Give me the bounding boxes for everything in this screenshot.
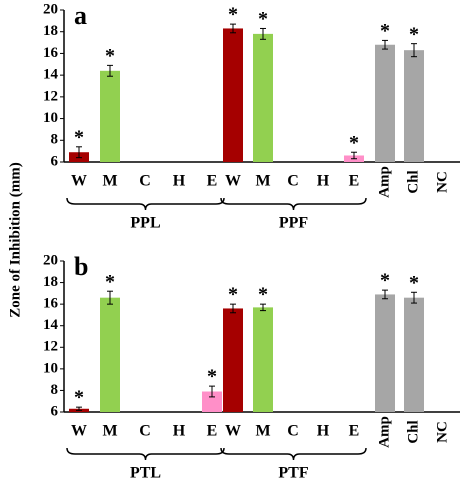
panel-label: a	[74, 1, 87, 30]
y-tick-label: 12	[43, 339, 58, 355]
x-tick-label: NC	[434, 421, 450, 443]
bar	[253, 33, 273, 163]
y-tick-label: 8	[51, 382, 59, 398]
y-tick-label: 14	[43, 317, 59, 333]
x-tick-label: H	[317, 423, 330, 440]
x-tick-label: C	[139, 423, 151, 440]
y-tick-label: 16	[43, 296, 59, 312]
x-tick-label: W	[225, 423, 241, 440]
group-brace	[66, 447, 225, 461]
y-tick-label: 10	[43, 110, 58, 126]
x-tick-label: M	[255, 423, 270, 440]
group-label: PPL	[130, 215, 160, 232]
x-tick-label: E	[349, 173, 360, 190]
panel-label: b	[74, 252, 88, 281]
x-tick-label: H	[173, 173, 186, 190]
significance-marker: *	[228, 284, 238, 306]
x-tick-label: Amp	[376, 416, 392, 448]
x-tick-label: W	[225, 173, 241, 190]
x-tick-label: C	[287, 173, 299, 190]
x-tick-label: W	[71, 423, 87, 440]
bar	[223, 28, 243, 163]
x-tick-label: Amp	[376, 166, 392, 198]
x-tick-label: M	[102, 423, 117, 440]
x-tick-label: E	[207, 173, 218, 190]
significance-marker: *	[258, 284, 268, 306]
y-tick-label: 20	[43, 252, 58, 268]
group-brace	[66, 197, 225, 211]
y-tick-label: 14	[43, 67, 59, 83]
significance-marker: *	[74, 387, 84, 409]
bar	[375, 44, 395, 162]
significance-marker: *	[380, 270, 390, 292]
y-tick-label: 16	[43, 45, 59, 61]
x-tick-label: E	[207, 423, 218, 440]
bar	[223, 308, 243, 412]
y-tick-label: 20	[43, 1, 58, 17]
significance-marker: *	[258, 8, 268, 30]
significance-marker: *	[409, 272, 419, 294]
bar	[100, 70, 120, 162]
significance-marker: *	[207, 366, 217, 388]
y-tick-label: 6	[51, 153, 59, 169]
bar	[375, 294, 395, 412]
group-label: PTL	[130, 465, 161, 480]
bar	[202, 391, 222, 412]
significance-marker: *	[380, 20, 390, 42]
x-tick-label: Chl	[405, 420, 421, 443]
y-tick-label: 18	[43, 23, 58, 39]
y-tick-label: 8	[51, 132, 59, 148]
x-tick-label: Chl	[405, 170, 421, 193]
significance-marker: *	[409, 23, 419, 45]
bar	[404, 297, 424, 412]
group-brace	[220, 447, 367, 461]
significance-marker: *	[349, 132, 359, 154]
x-tick-label: NC	[434, 171, 450, 193]
significance-marker: *	[105, 45, 115, 67]
y-tick-label: 6	[51, 403, 59, 419]
significance-marker: *	[74, 126, 84, 148]
group-label: PTF	[278, 465, 308, 480]
y-tick-label: 10	[43, 360, 58, 376]
bar	[404, 50, 424, 162]
x-tick-label: H	[317, 173, 330, 190]
bar	[100, 297, 120, 412]
x-tick-label: M	[255, 173, 270, 190]
x-tick-label: C	[287, 423, 299, 440]
x-tick-label: M	[102, 173, 117, 190]
y-tick-label: 12	[43, 88, 58, 104]
x-tick-label: W	[71, 173, 87, 190]
x-tick-label: H	[173, 423, 186, 440]
significance-marker: *	[228, 4, 238, 26]
group-label: PPF	[279, 215, 309, 232]
group-brace	[220, 197, 367, 211]
y-axis-label: Zone of Inhibition (mm)	[7, 162, 23, 317]
significance-marker: *	[105, 271, 115, 293]
y-tick-label: 18	[43, 274, 58, 290]
x-tick-label: C	[139, 173, 151, 190]
bar	[253, 307, 273, 412]
x-tick-label: E	[349, 423, 360, 440]
